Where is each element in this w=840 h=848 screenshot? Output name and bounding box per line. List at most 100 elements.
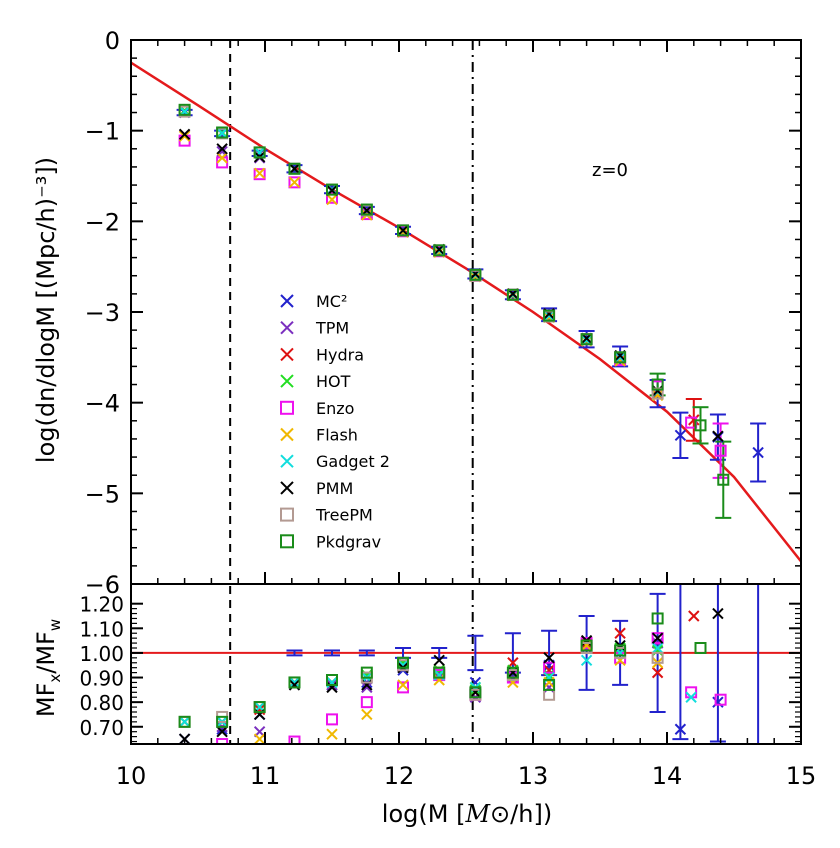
ratio-y-tick-label: 0.90: [79, 667, 124, 691]
x-axis-label-suffix: /h]): [510, 800, 552, 828]
x-tick-label: 15: [786, 762, 817, 790]
legend-marker: [280, 454, 294, 468]
ratio-y-tick-label: 1.10: [79, 617, 124, 641]
ratio-error-bar: [709, 584, 726, 743]
y-axis-label: log(dn/dlogM [(Mpc/h)⁻³]): [32, 157, 60, 463]
data-point: [253, 146, 266, 159]
ratio-point: [288, 735, 301, 744]
error-bar: [692, 406, 709, 445]
y-tick-label: −5: [85, 480, 120, 508]
legend-marker: [280, 320, 294, 335]
legend-label: Gadget 2: [316, 452, 390, 471]
x-axis-label-prefix: log(M: [382, 800, 456, 828]
ratio-point: [326, 728, 338, 740]
ratio-point: [580, 654, 593, 667]
data-point: [614, 351, 627, 364]
bottom-panel: [131, 584, 801, 744]
y-tick-label: 0: [105, 27, 120, 55]
data-point: [216, 143, 228, 155]
data-point: [433, 244, 446, 257]
data-point: [651, 385, 664, 397]
x-axis-label-bracket: [: [456, 800, 465, 828]
data-point: [712, 430, 724, 442]
ratio-error-bar: [672, 584, 689, 741]
data-point: [326, 183, 338, 196]
x-axis-label: log(M [M⊙/h]): [382, 800, 552, 828]
legend-label: Enzo: [316, 399, 354, 418]
ratio-y-tick-label: 1.00: [79, 642, 124, 666]
data-point: [397, 224, 409, 237]
data-point: [288, 162, 301, 175]
ratio-point: [688, 610, 700, 622]
ratio-point: [543, 652, 555, 664]
ratio-point: [360, 696, 373, 709]
ratio-y-tick-label: 0.70: [79, 716, 124, 740]
x-axis-label-mass-symbol: M: [464, 800, 491, 828]
data-point: [360, 203, 373, 216]
data-point: [326, 193, 338, 206]
y-tick-label: −4: [85, 390, 120, 418]
ratio-point: [651, 632, 664, 644]
ratio-point: [685, 691, 697, 703]
ratio-point: [253, 708, 266, 721]
ratio-point: [543, 661, 556, 674]
ratio-point: [216, 725, 228, 738]
x-tick-label: 13: [518, 762, 549, 790]
ratio-y-label-mf1: MF: [32, 683, 60, 718]
ratio-y-axis-label: MFx/MFw: [32, 619, 64, 717]
data-point: [506, 288, 519, 301]
ratio-marks: [178, 584, 760, 744]
legend-marker: [280, 427, 294, 442]
ratio-error-bar: [324, 649, 340, 657]
ratio-y-label-mf2: MF: [32, 631, 60, 666]
y-tick-label: −2: [85, 208, 120, 236]
data-point: [580, 333, 593, 346]
data-point: [752, 446, 764, 459]
legend-marker: [280, 294, 294, 308]
legend-marker: [280, 374, 294, 388]
data-point: [674, 429, 687, 442]
data-point: [178, 130, 191, 142]
ratio-point: [253, 733, 266, 744]
ratio-point: [714, 693, 727, 706]
ratio-point: [651, 651, 664, 664]
ratio-point: [685, 686, 698, 699]
ratio-point: [580, 639, 593, 652]
ratio-point: [651, 632, 664, 645]
legend: MC² TPM Hydra HOT Enzo Flash Gadget 2 PMM TreePM…: [280, 292, 390, 551]
legend-label: Hydra: [316, 345, 364, 364]
data-point: [714, 444, 727, 457]
legend-label: PMM: [316, 479, 353, 498]
ratio-point: [433, 666, 446, 679]
data-point: [178, 128, 191, 141]
data-point: [216, 152, 228, 164]
ratio-y-label-sub-w: w: [46, 619, 64, 631]
y-tick-label: −6: [85, 571, 120, 599]
legend-label: Pkdgrav: [316, 532, 381, 551]
data-point: [253, 146, 266, 159]
data-point: [543, 309, 556, 322]
data-point: [178, 103, 191, 116]
ratio-point: [651, 612, 664, 625]
ratio-point: [253, 701, 266, 714]
data-point: [288, 176, 301, 189]
ratio-point: [361, 708, 373, 721]
ratio-point: [614, 644, 627, 657]
ratio-point: [712, 607, 724, 620]
ratio-point: [326, 713, 338, 726]
x-tick-label: 10: [116, 762, 147, 790]
y-tick-label: −3: [85, 299, 120, 327]
ratio-point: [397, 681, 410, 694]
ratio-point: [674, 723, 687, 735]
ratio-point: [397, 679, 409, 691]
data-point: [288, 163, 301, 175]
ratio-y-tick-label: 1.20: [79, 593, 124, 617]
legend-marker: [280, 534, 294, 549]
ratio-point: [469, 686, 482, 699]
top-panel: [131, 40, 801, 744]
ratio-error-bar: [757, 584, 760, 744]
legend-label: HOT: [316, 372, 351, 391]
data-point: [469, 268, 482, 281]
redshift-annotation: z=0: [592, 160, 628, 181]
